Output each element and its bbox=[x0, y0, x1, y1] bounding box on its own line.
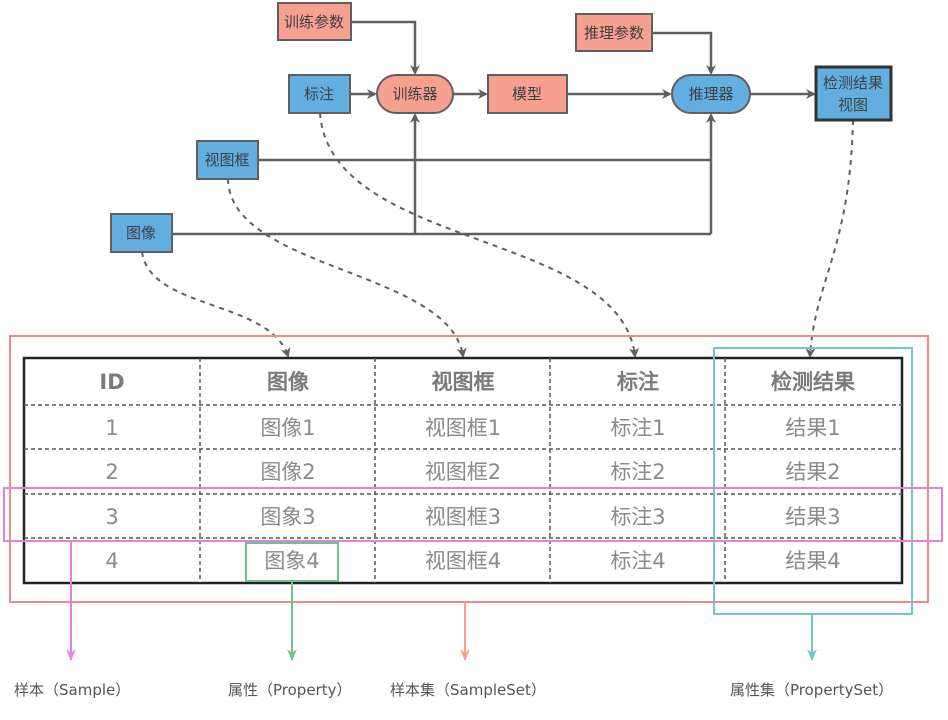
sampleset-label: 样本集（SampleSet） bbox=[390, 681, 546, 699]
dashed-annotation-to-column bbox=[319, 112, 639, 358]
propertyset-label: 属性集（PropertySet） bbox=[730, 681, 893, 699]
cell: 结果1 bbox=[785, 416, 840, 440]
cell: 4 bbox=[105, 549, 118, 573]
cell: 3 bbox=[105, 505, 118, 529]
property-label: 属性（Property） bbox=[228, 681, 351, 699]
edge-infer-params-to-inferencer bbox=[652, 31, 716, 75]
cell: 标注1 bbox=[610, 416, 665, 440]
node-result-view: 检测结果 视图 bbox=[814, 65, 893, 122]
cell: 标注4 bbox=[610, 549, 665, 573]
sample-highlight-box bbox=[3, 487, 943, 542]
node-label: 训练器 bbox=[392, 85, 437, 103]
node-label: 训练参数 bbox=[284, 13, 344, 31]
sampleset-highlight-box bbox=[9, 335, 929, 603]
node-inferencer: 推理器 bbox=[671, 74, 751, 114]
node-label: 标注 bbox=[304, 85, 334, 103]
cell: 标注3 bbox=[610, 505, 665, 529]
node-label: 推理器 bbox=[688, 85, 733, 103]
node-train-params: 训练参数 bbox=[277, 2, 352, 41]
header-annotation: 标注 bbox=[617, 370, 659, 394]
flow-connectors bbox=[141, 20, 854, 358]
node-view-box: 视图框 bbox=[196, 140, 259, 180]
cell: 结果3 bbox=[785, 505, 840, 529]
cell: 视图框1 bbox=[425, 416, 501, 440]
dashed-viewbox-to-column bbox=[227, 178, 467, 358]
cell: 图像1 bbox=[260, 416, 315, 440]
table-header-row: ID 图像 视图框 标注 检测结果 bbox=[99, 370, 855, 394]
cell: 图像2 bbox=[260, 460, 315, 484]
cell: 图象4 bbox=[264, 549, 319, 573]
node-model: 模型 bbox=[487, 74, 568, 114]
header-image: 图像 bbox=[267, 370, 310, 394]
dashed-result-to-column bbox=[805, 119, 854, 358]
sample-table: ID 图像 视图框 标注 检测结果 1 图像1 视图框1 标注1 结果1 2 图… bbox=[22, 356, 904, 585]
cell: 视图框4 bbox=[425, 549, 501, 573]
cell: 1 bbox=[105, 416, 118, 440]
header-id: ID bbox=[99, 370, 124, 394]
node-label: 视图 bbox=[838, 96, 868, 114]
node-label: 模型 bbox=[512, 85, 542, 103]
header-result: 检测结果 bbox=[771, 370, 855, 394]
cell: 结果4 bbox=[785, 549, 840, 573]
node-trainer: 训练器 bbox=[376, 74, 454, 114]
node-label: 视图框 bbox=[204, 151, 249, 169]
cell: 结果2 bbox=[785, 460, 840, 484]
dashed-image-to-column bbox=[141, 251, 291, 358]
cell: 标注2 bbox=[610, 460, 665, 484]
cell: 视图框2 bbox=[425, 460, 501, 484]
cell: 2 bbox=[105, 460, 118, 484]
node-label: 图像 bbox=[126, 224, 156, 242]
node-infer-params: 推理参数 bbox=[575, 13, 653, 52]
table-row: 1 图像1 视图框1 标注1 结果1 bbox=[105, 416, 840, 440]
header-view-box: 视图框 bbox=[432, 370, 495, 394]
table-row: 3 图象3 视图框3 标注3 结果3 bbox=[105, 505, 840, 529]
node-image: 图像 bbox=[110, 213, 173, 253]
cell: 图象3 bbox=[260, 505, 315, 529]
node-label: 推理参数 bbox=[584, 24, 644, 42]
edge-train-params-to-trainer bbox=[351, 20, 420, 75]
node-label: 检测结果 bbox=[823, 74, 883, 92]
node-annotation: 标注 bbox=[288, 74, 351, 114]
table-row: 2 图像2 视图框2 标注2 结果2 bbox=[105, 460, 840, 484]
sample-label: 样本（Sample） bbox=[14, 681, 130, 699]
table-row: 4 图象4 视图框4 标注4 结果4 bbox=[105, 549, 840, 573]
cell: 视图框3 bbox=[425, 505, 501, 529]
